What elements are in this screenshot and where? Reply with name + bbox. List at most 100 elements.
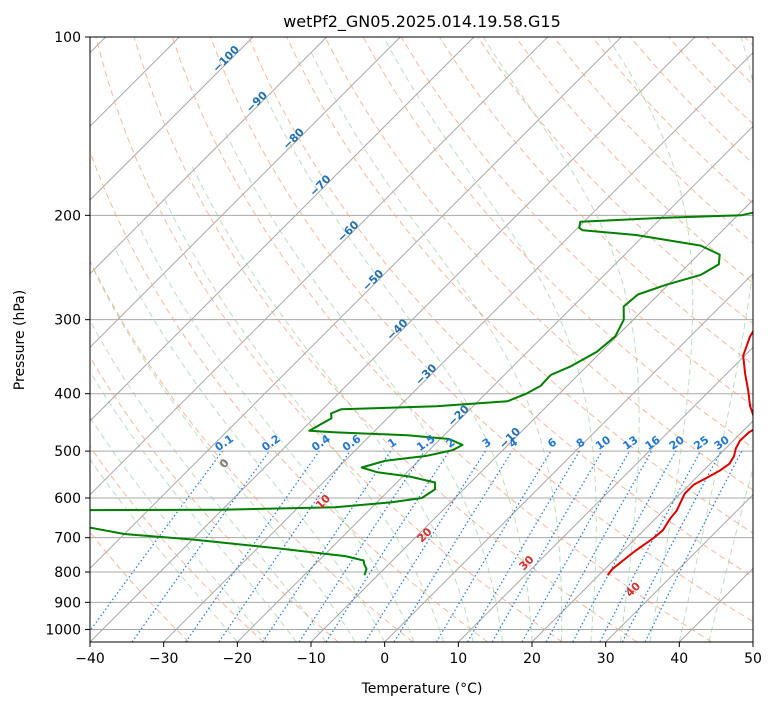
moist-adiabat [90,416,268,642]
moist-adiabat [191,165,474,642]
dry-adiabat [133,37,638,642]
x-tick-label: 30 [597,651,615,667]
mixing-ratio-label: 16 [643,433,663,453]
y-tick-label: 900 [54,595,81,611]
moist-adiabat [264,94,533,642]
mixing-ratio-label: 30 [712,433,732,453]
moist-adiabat [90,319,327,642]
mixing-ratio-line [218,450,351,642]
y-tick-label: 600 [54,491,81,507]
dry-adiabat-label: 30 [517,553,537,573]
dry-adiabat [171,37,712,642]
axis-ticks: −40 −30 −20 −10 0 10 20 30 40 5010020030040050060… [45,30,762,667]
dry-adiabat [90,259,414,642]
y-tick-label: 300 [54,313,81,329]
dry-adiabat [95,37,563,642]
dry-adiabat [515,37,753,284]
dry-adiabat [668,37,753,125]
isotherm [605,493,753,642]
y-tick-label: 200 [54,208,81,224]
x-tick-label: 20 [523,651,541,667]
dry-adiabat-label: −50 [360,267,387,294]
dry-adiabat [286,37,753,534]
dry-adiabat [248,37,753,578]
dry-adiabat-label: 10 [313,492,333,512]
x-tick-label: 0 [380,651,389,667]
moist-adiabat [607,37,694,642]
moist-adiabat [309,49,563,642]
dry-adiabat [90,150,488,642]
x-tick-label: 10 [449,651,467,667]
mixing-ratio-label: 13 [620,433,640,452]
dewpoint-trace [90,211,753,576]
moist-adiabat [90,370,297,642]
isotherm [678,567,753,642]
x-tick-label: 50 [744,651,762,667]
temperature-trace [606,329,753,576]
y-tick-label: 1000 [45,622,81,638]
moist-adiabat [482,37,640,642]
mixing-ratio-label: 8 [574,436,588,451]
isotherm [90,37,328,275]
mixing-ratio-line [466,450,580,642]
sounding-traces [90,211,753,576]
mixing-ratio-line [393,450,513,642]
mixing-ratio-label: 3 [480,436,494,451]
mixing-ratio-line [545,450,653,642]
y-tick-label: 800 [54,565,81,581]
chart-title: wetPf2_GN05.2025.014.19.58.G15 [283,12,561,32]
moist-adiabat [225,132,503,642]
y-axis-label: Pressure (hPa) [12,290,28,390]
isotherm [384,272,753,642]
moist-adiabat [136,221,415,642]
background-lines [90,37,753,642]
x-tick-label: −30 [149,651,179,667]
mixing-ratio-label: 6 [545,435,559,450]
dry-adiabat-label: −90 [243,89,270,116]
dry-adiabat-label: −30 [413,361,440,388]
dry-adiabat-label: −10 [497,425,524,452]
isotherm [90,37,696,642]
mixing-ratio-line [521,450,631,642]
isotherm [90,37,622,570]
isotherm [90,37,254,201]
mixing-ratio-line [572,450,677,642]
moist-adiabat [90,458,238,642]
dry-adiabat [591,37,753,204]
dry-adiabat [90,531,190,642]
mixing-ratio-line [325,450,450,642]
x-tick-label: −40 [75,651,105,667]
mixing-ratio-line [262,450,392,642]
moist-adiabat [708,466,753,642]
moist-adiabat [162,195,445,642]
x-tick-label: 40 [670,651,688,667]
dry-adiabat [90,445,264,642]
x-tick-label: −10 [296,651,326,667]
mixing-ratio-line [90,450,223,632]
dry-adiabat-label: −80 [280,125,307,152]
y-tick-label: 500 [54,444,81,460]
y-tick-label: 700 [54,531,81,547]
moist-adiabat [92,267,356,642]
plot-frame [89,36,754,643]
isotherm [90,37,401,349]
mixing-ratio-label: 20 [667,433,687,453]
dry-adiabat [210,37,753,623]
isotherm [90,37,475,422]
mixing-ratio-line [599,450,702,642]
mixing-ratio-line [185,450,320,642]
isotherm [457,346,753,642]
dry-adiabat [706,37,753,86]
dry-adiabat [553,37,753,244]
mixing-ratio-line [131,450,270,642]
moist-adiabat [113,245,386,642]
y-tick-label: 100 [54,30,81,46]
mixing-ratio-label: 25 [691,433,711,452]
isotherm [90,37,549,496]
mixing-ratio-label: 10 [593,433,613,453]
y-tick-label: 400 [54,387,81,403]
isotherm [752,641,753,642]
dry-adiabat [90,356,339,642]
